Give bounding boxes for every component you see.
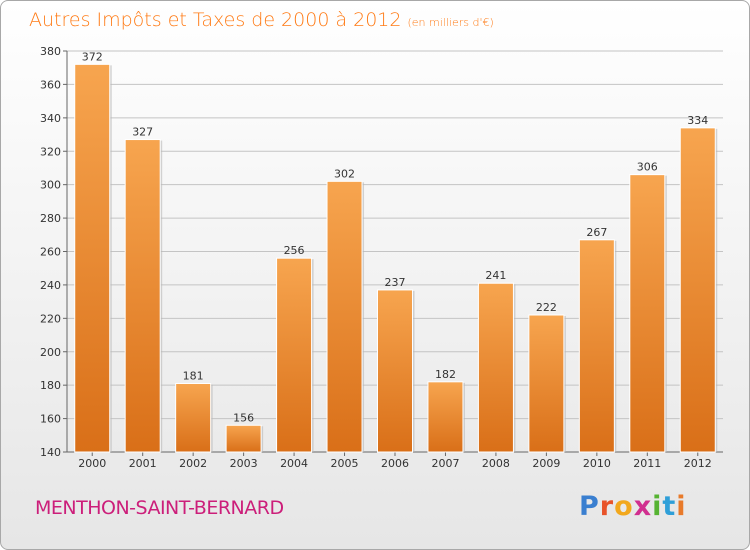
bar-2001 [124, 139, 161, 453]
y-tick-label: 380 [40, 45, 61, 58]
y-tick-label: 320 [40, 145, 61, 158]
logo-letter: x [633, 491, 653, 522]
bar-2009 [528, 314, 565, 453]
y-tick-label: 160 [40, 413, 61, 426]
bar-2005 [326, 180, 363, 453]
y-tick-label: 300 [40, 179, 61, 192]
x-tick-label-2000: 2000 [78, 457, 106, 470]
data-label-2012: 334 [687, 114, 708, 127]
y-tick-label: 360 [40, 78, 61, 91]
logo-letter: t [662, 491, 677, 522]
y-tick-label: 280 [40, 212, 61, 225]
bar-2003 [225, 424, 262, 453]
x-tick-label-2002: 2002 [179, 457, 207, 470]
logo-letter: i [652, 491, 663, 522]
data-label-2011: 306 [637, 161, 658, 174]
logo-letter: i [676, 491, 687, 522]
x-tick-label-2011: 2011 [633, 457, 661, 470]
data-label-2005: 302 [334, 167, 355, 180]
x-tick-label-2007: 2007 [431, 457, 459, 470]
chart-subtitle: (en milliers d'€) [407, 16, 494, 29]
x-tick-label-2012: 2012 [684, 457, 712, 470]
bar-2006 [377, 289, 413, 453]
x-tick-label-2010: 2010 [583, 457, 611, 470]
x-tick-label-2008: 2008 [482, 457, 510, 470]
bar-2008 [477, 282, 514, 453]
y-tick-label: 340 [40, 112, 61, 125]
proxiti-logo: Proxiti [579, 491, 687, 522]
data-label-2010: 267 [586, 226, 607, 239]
data-label-2007: 182 [435, 368, 456, 381]
x-tick-label-2003: 2003 [230, 457, 258, 470]
bar-2007 [427, 381, 464, 453]
bar-2011 [629, 174, 666, 453]
y-tick-label: 240 [40, 279, 61, 292]
x-tick-label-2006: 2006 [381, 457, 409, 470]
bar-2000 [74, 63, 111, 453]
y-tick-label: 260 [40, 246, 61, 259]
y-tick-label: 200 [40, 346, 61, 359]
logo-letter: r [599, 491, 615, 522]
y-tick-label: 140 [40, 446, 61, 459]
logo-letter: o [614, 491, 634, 522]
chart-title: Autres Impôts et Taxes de 2000 à 2012 (en… [29, 9, 494, 31]
data-label-2008: 241 [485, 269, 506, 282]
data-label-2006: 237 [385, 276, 406, 289]
labels-layer: 140 160 180 200 220 240 260 280 300 320 340 360 380 3… [40, 45, 712, 470]
commune-name: MENTHON-SAINT-BERNARD [35, 497, 284, 519]
bar-2010 [578, 239, 615, 453]
data-label-2001: 327 [132, 126, 153, 139]
data-label-2004: 256 [284, 244, 305, 257]
bar-2012 [679, 127, 716, 453]
x-tick-label-2004: 2004 [280, 457, 308, 470]
x-tick-label-2001: 2001 [129, 457, 157, 470]
data-label-2009: 222 [536, 301, 557, 314]
y-tick-label: 180 [40, 379, 61, 392]
bar-2004 [276, 257, 313, 453]
bar-2002 [175, 382, 212, 453]
y-tick-label: 220 [40, 312, 61, 325]
x-tick-label-2009: 2009 [532, 457, 560, 470]
data-label-2000: 372 [82, 50, 103, 63]
chart-title-text: Autres Impôts et Taxes de 2000 à 2012 [29, 9, 402, 31]
x-tick-label-2005: 2005 [331, 457, 359, 470]
data-label-2003: 156 [233, 411, 254, 424]
logo-letter: P [579, 491, 600, 522]
data-label-2002: 181 [183, 369, 204, 382]
bars-layer [74, 63, 718, 453]
